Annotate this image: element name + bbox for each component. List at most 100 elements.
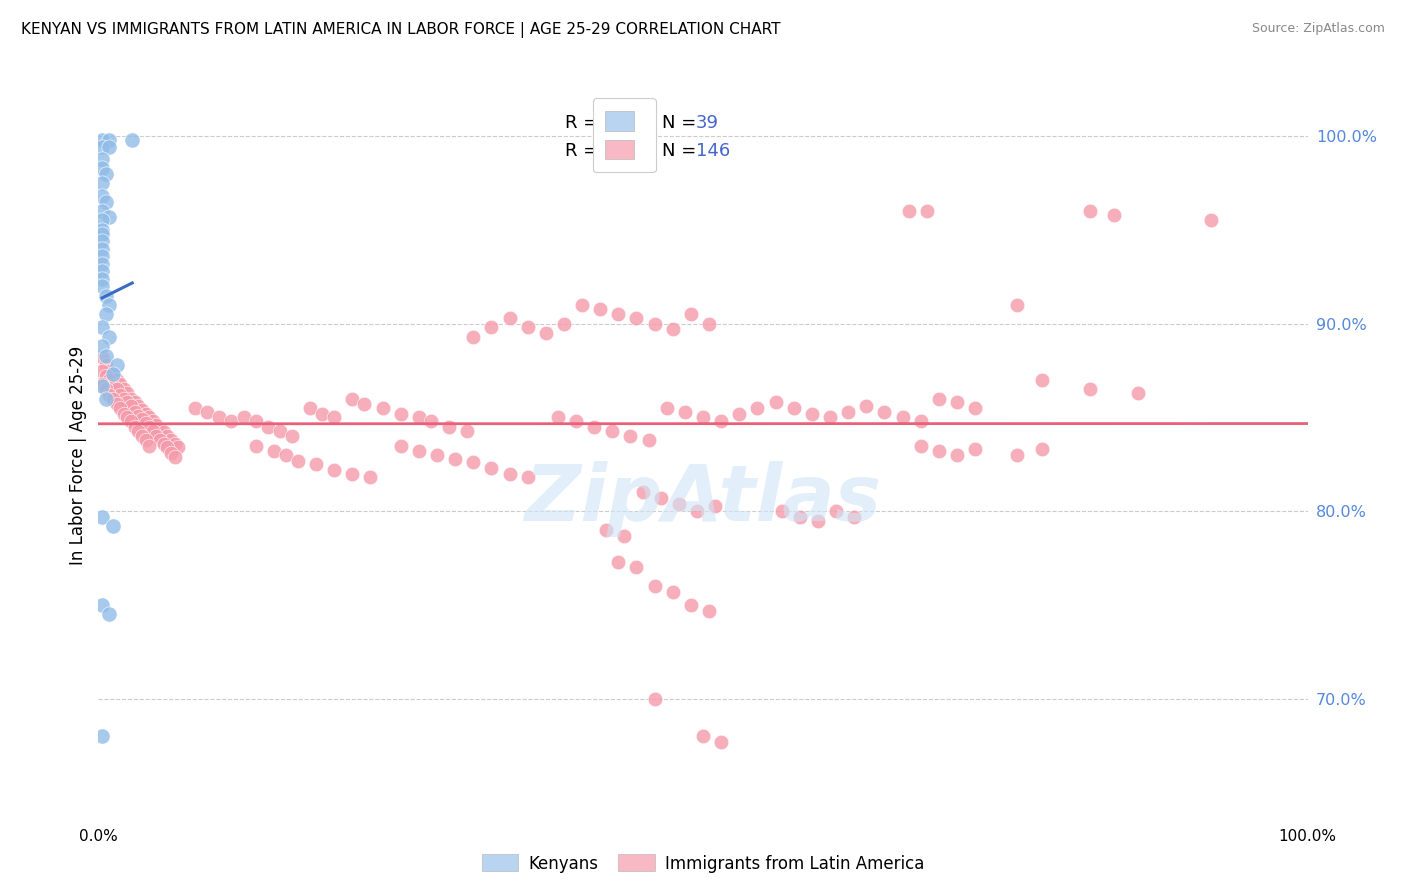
Point: [101, 519, 124, 533]
Point: [516, 320, 538, 334]
Point: [98, 298, 121, 312]
Text: 0.564: 0.564: [600, 114, 651, 132]
Point: [644, 317, 666, 331]
Point: [1128, 386, 1150, 401]
Legend: Kenyans, Immigrants from Latin America: Kenyans, Immigrants from Latin America: [475, 847, 931, 880]
Point: [692, 410, 714, 425]
Point: [1078, 204, 1101, 219]
Point: [160, 446, 183, 460]
Point: [91, 598, 114, 612]
Text: N =: N =: [662, 143, 702, 161]
Point: [299, 401, 322, 415]
Point: [408, 410, 430, 425]
Point: [98, 330, 121, 344]
Point: [1031, 442, 1053, 457]
Point: [765, 395, 787, 409]
Point: [245, 438, 267, 452]
Point: [661, 584, 683, 599]
Point: [655, 401, 678, 415]
Point: [127, 409, 149, 423]
Point: [481, 320, 503, 334]
Point: [342, 392, 364, 406]
Point: [710, 414, 733, 428]
Point: [91, 249, 114, 263]
Point: [112, 392, 135, 406]
Point: [928, 392, 950, 406]
Point: [120, 392, 142, 406]
Point: [1007, 448, 1029, 462]
Point: [91, 351, 114, 365]
Point: [131, 403, 153, 417]
Text: N =: N =: [662, 114, 702, 132]
Point: [668, 497, 690, 511]
Point: [498, 311, 520, 326]
Point: [108, 388, 131, 402]
Point: [637, 433, 659, 447]
Point: [571, 298, 593, 312]
Point: [245, 414, 267, 428]
Point: [98, 140, 121, 154]
Point: [269, 424, 291, 438]
Point: [873, 405, 896, 419]
Point: [101, 392, 124, 406]
Point: [91, 204, 114, 219]
Point: [420, 414, 443, 428]
Point: [156, 441, 179, 455]
Point: [127, 424, 149, 438]
Point: [626, 311, 648, 326]
Point: [208, 410, 231, 425]
Point: [697, 317, 720, 331]
Point: [135, 407, 157, 421]
Point: [105, 397, 128, 411]
Point: [149, 422, 172, 436]
Point: [946, 448, 969, 462]
Point: [516, 470, 538, 484]
Point: [135, 416, 157, 430]
Point: [818, 410, 841, 425]
Point: [142, 424, 165, 438]
Point: [498, 467, 520, 481]
Point: [371, 401, 394, 415]
Point: [256, 419, 278, 434]
Point: [679, 598, 702, 612]
Point: [915, 204, 938, 219]
Point: [456, 424, 478, 438]
Point: [360, 470, 382, 484]
Point: [274, 448, 297, 462]
Point: [747, 401, 769, 415]
Point: [117, 395, 139, 409]
Point: [697, 604, 720, 618]
Point: [120, 414, 142, 428]
Point: [613, 528, 636, 542]
Point: [704, 499, 727, 513]
Point: [553, 317, 575, 331]
Point: [342, 467, 364, 481]
Point: [127, 399, 149, 413]
Point: [94, 382, 117, 396]
Point: [91, 264, 114, 278]
Point: [163, 436, 186, 450]
Point: [98, 607, 121, 622]
Legend: , : ,: [593, 98, 657, 172]
Point: [91, 729, 114, 743]
Point: [195, 405, 218, 419]
Point: [686, 504, 709, 518]
Point: [644, 579, 666, 593]
Point: [692, 729, 714, 743]
Point: [631, 485, 654, 500]
Point: [112, 407, 135, 421]
Point: [138, 419, 160, 434]
Point: [131, 412, 153, 426]
Point: [547, 410, 569, 425]
Point: [94, 392, 117, 406]
Point: [91, 320, 114, 334]
Point: [131, 429, 153, 443]
Text: KENYAN VS IMMIGRANTS FROM LATIN AMERICA IN LABOR FORCE | AGE 25-29 CORRELATION C: KENYAN VS IMMIGRANTS FROM LATIN AMERICA …: [21, 22, 780, 38]
Point: [837, 405, 859, 419]
Point: [101, 368, 124, 382]
Y-axis label: In Labor Force | Age 25-29: In Labor Force | Age 25-29: [69, 345, 87, 565]
Point: [481, 461, 503, 475]
Point: [105, 358, 128, 372]
Point: [602, 424, 624, 438]
Point: [91, 161, 114, 175]
